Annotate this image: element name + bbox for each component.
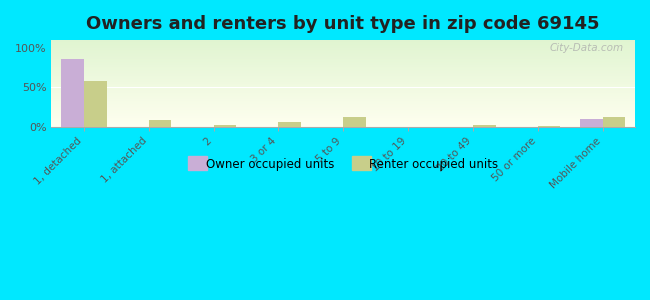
Text: City-Data.com: City-Data.com [549, 43, 623, 53]
Legend: Owner occupied units, Renter occupied units: Owner occupied units, Renter occupied un… [188, 158, 499, 171]
Bar [580, 119, 603, 127]
Bar [214, 124, 236, 127]
Bar [538, 126, 560, 127]
Bar [278, 122, 301, 127]
Bar [149, 120, 172, 127]
Bar [603, 118, 625, 127]
Bar [343, 118, 366, 127]
Bar [473, 124, 495, 127]
Bar [61, 59, 84, 127]
Title: Owners and renters by unit type in zip code 69145: Owners and renters by unit type in zip c… [86, 15, 600, 33]
Bar [84, 81, 107, 127]
